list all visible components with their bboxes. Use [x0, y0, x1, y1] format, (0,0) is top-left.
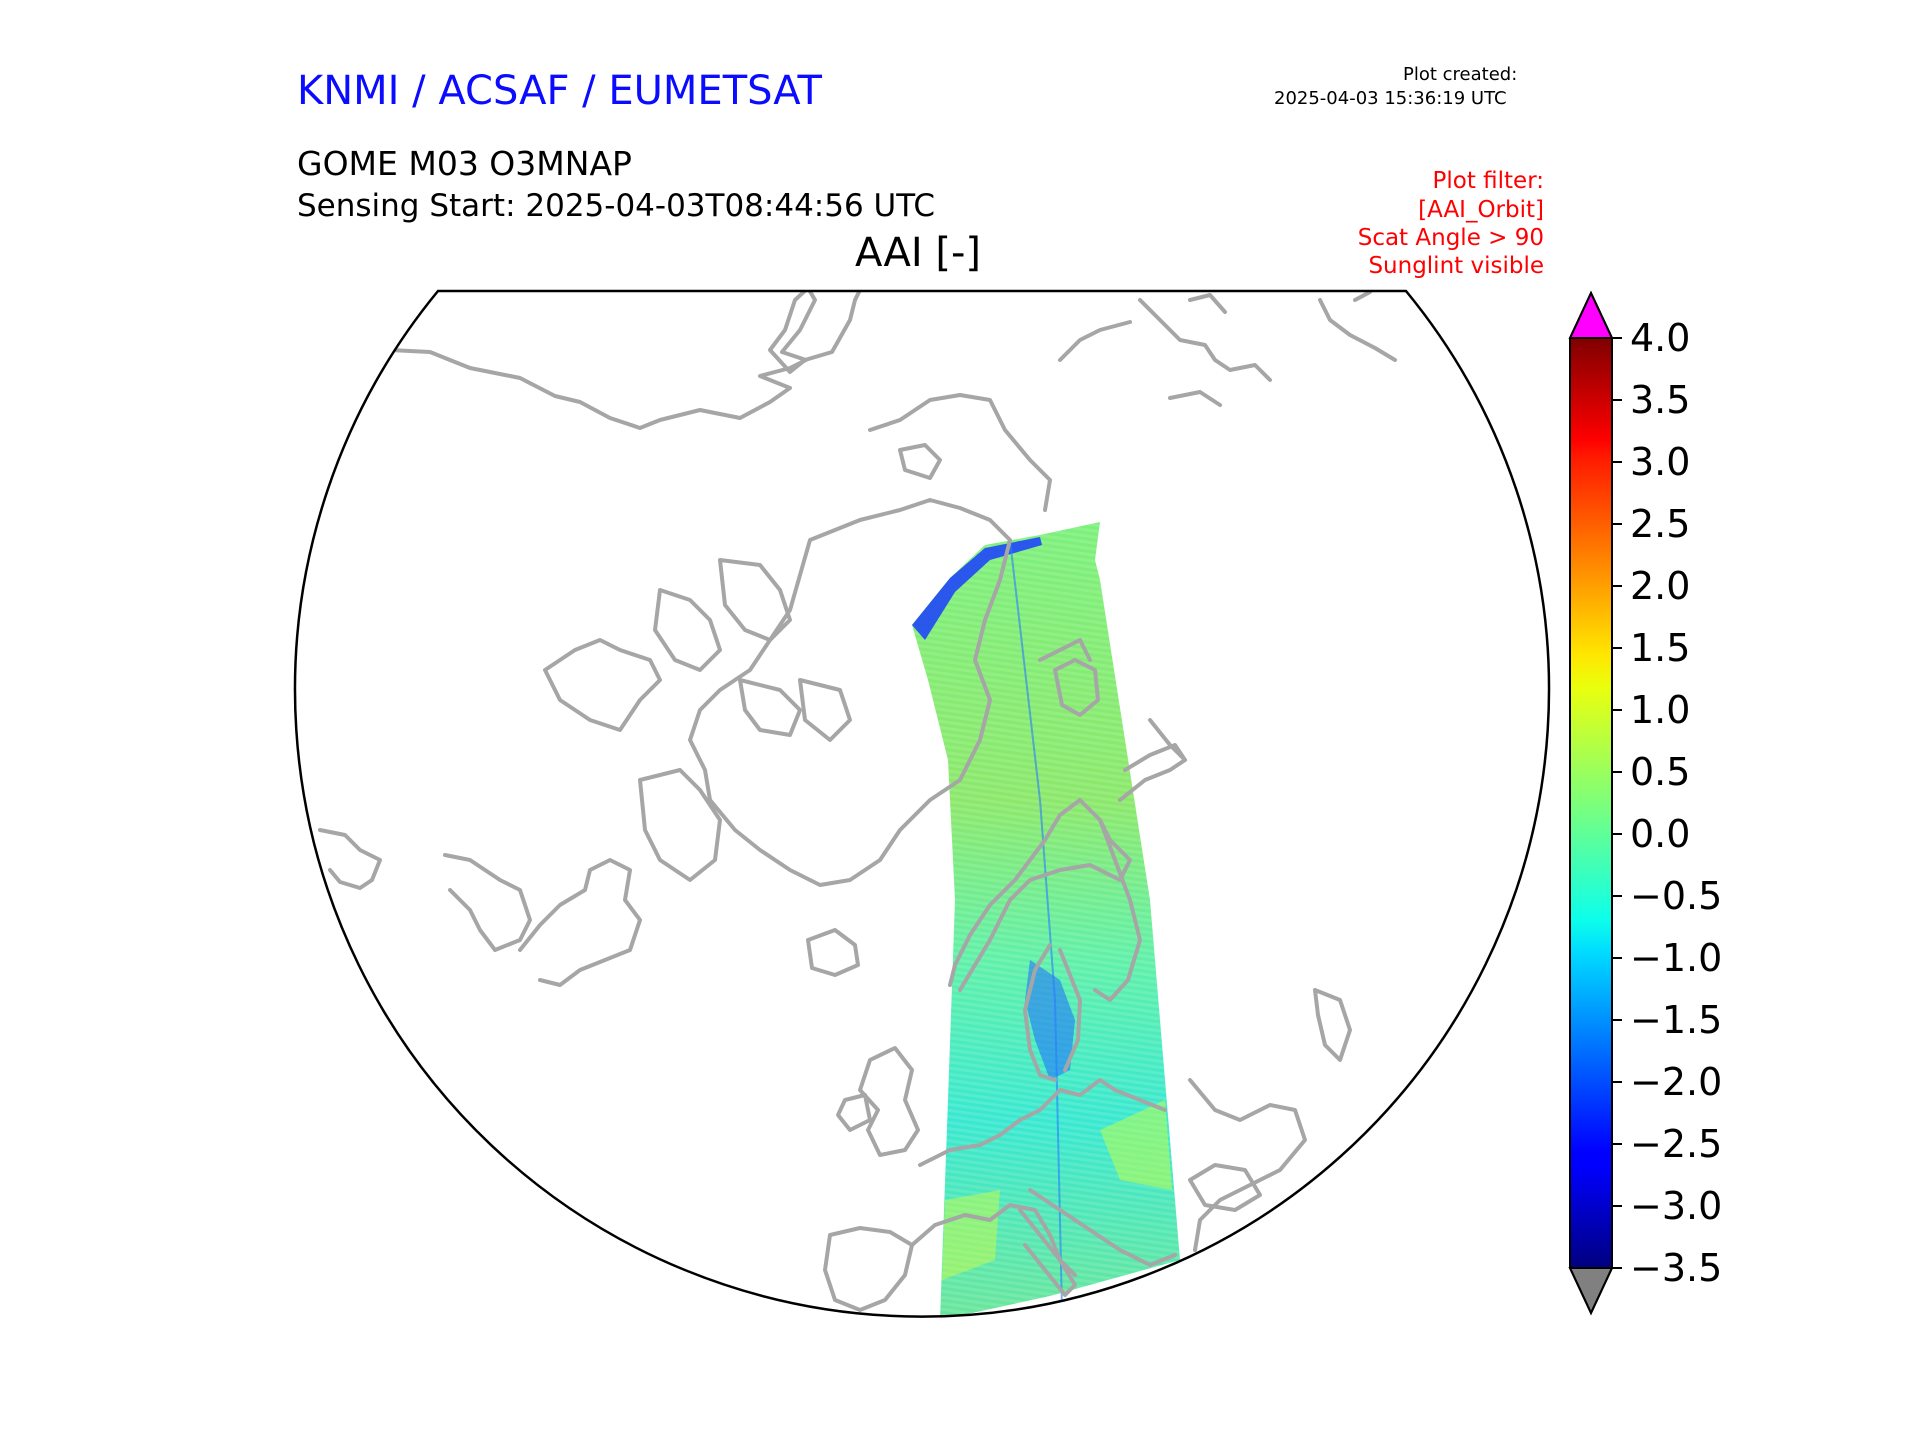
- coast-archipelago-5: [798, 678, 852, 742]
- product-title: GOME M03 O3MNAP: [297, 144, 632, 183]
- coast-archipelago-4: [738, 678, 802, 737]
- colorbar-tick-label: −3.0: [1630, 1184, 1722, 1228]
- plot-created-timestamp: 2025-04-03 15:36:19 UTC: [1274, 88, 1507, 109]
- coast-far-east-2: [1058, 320, 1222, 407]
- aai-swath-warm-patch-2: [942, 1190, 1000, 1280]
- colorbar-tick-label: 0.0: [1630, 812, 1690, 856]
- colorbar-tick-label: 2.0: [1630, 564, 1690, 608]
- colorbar-over-arrow: [1568, 290, 1614, 339]
- aai-swath-low-edge: [912, 537, 1042, 640]
- coast-iceland: [806, 928, 860, 977]
- coast-chukotka: [1138, 293, 1272, 382]
- coast-greenland: [688, 498, 1012, 887]
- aai-swath-warm-patch-1: [1100, 1100, 1172, 1190]
- colorbar-tick-label: 4.0: [1630, 316, 1690, 360]
- plot-filter-sunglint: Sunglint visible: [1368, 253, 1544, 279]
- colorbar: 4.0 3.5 3.0 2.5 2.0 1.5 1.0 0.5 0.0 −0.5 −1.0 −1.5 −…: [1568, 290, 1722, 1316]
- map-boundary: [293, 289, 1551, 1318]
- aai-swath-baltic-patch: [1025, 960, 1075, 1080]
- coast-severnaya: [898, 443, 942, 480]
- coast-med: [910, 1188, 1177, 1277]
- plot-filter-scat-angle: Scat Angle > 90: [1357, 225, 1544, 251]
- colorbar-tick-label: −3.5: [1630, 1246, 1722, 1290]
- map-content: [318, 291, 1397, 1317]
- coast-baffin: [638, 768, 722, 882]
- coast-far-east: [1318, 291, 1397, 362]
- colorbar-gradient: [1570, 338, 1612, 1268]
- colorbar-tick-label: 1.5: [1630, 626, 1690, 670]
- colorbar-tick-label: 3.5: [1630, 378, 1690, 422]
- sensing-start: Sensing Start: 2025-04-03T08:44:56 UTC: [297, 188, 935, 224]
- plot-filter-name: [AAI_Orbit]: [1418, 197, 1544, 223]
- header-org-title: KNMI / ACSAF / EUMETSAT: [297, 68, 822, 114]
- colorbar-tick-label: −2.0: [1630, 1060, 1722, 1104]
- coast-siberia-2: [768, 291, 862, 374]
- coast-britain: [858, 1046, 920, 1157]
- coast-alaska: [318, 828, 532, 952]
- coast-archipelago-3: [718, 558, 792, 642]
- coast-siberia: [388, 291, 817, 430]
- coast-archipelago-1: [543, 638, 662, 732]
- aai-swath-texture: [912, 522, 1180, 1317]
- coast-europe: [918, 1078, 1167, 1167]
- coast-finland: [1093, 818, 1142, 1002]
- coast-black-sea: [1188, 1163, 1262, 1212]
- coast-iberia: [823, 1226, 914, 1312]
- aai-swath-nadir-line: [1009, 539, 1063, 1311]
- coast-ireland: [836, 1093, 872, 1132]
- coast-hudson: [518, 858, 642, 987]
- coast-novaya: [1038, 638, 1187, 762]
- colorbar-tick-label: −2.5: [1630, 1122, 1722, 1166]
- coast-italy: [1018, 1208, 1077, 1297]
- colorbar-ticks: 4.0 3.5 3.0 2.5 2.0 1.5 1.0 0.5 0.0 −0.5 −1.0 −1.5 −…: [1612, 316, 1722, 1290]
- colorbar-tick-label: −0.5: [1630, 874, 1722, 918]
- variable-title: AAI [-]: [855, 230, 981, 276]
- coast-caspian: [1313, 988, 1352, 1062]
- colorbar-tick-label: 2.5: [1630, 502, 1690, 546]
- plot-created-label: Plot created:: [1403, 64, 1518, 85]
- colorbar-tick-label: −1.5: [1630, 998, 1722, 1042]
- coastlines: [318, 291, 1397, 1312]
- colorbar-tick-label: 1.0: [1630, 688, 1690, 732]
- coast-svalbard: [1053, 658, 1100, 717]
- colorbar-tick-label: 3.0: [1630, 440, 1690, 484]
- plot-filter-label: Plot filter:: [1432, 168, 1544, 194]
- colorbar-tick-label: 0.5: [1630, 750, 1690, 794]
- colorbar-under-arrow: [1568, 1267, 1614, 1316]
- colorbar-tick-label: −1.0: [1630, 936, 1722, 980]
- coast-taymyr: [868, 393, 1052, 512]
- coast-sweden-east: [1023, 943, 1082, 1082]
- coast-archipelago-2: [653, 588, 722, 672]
